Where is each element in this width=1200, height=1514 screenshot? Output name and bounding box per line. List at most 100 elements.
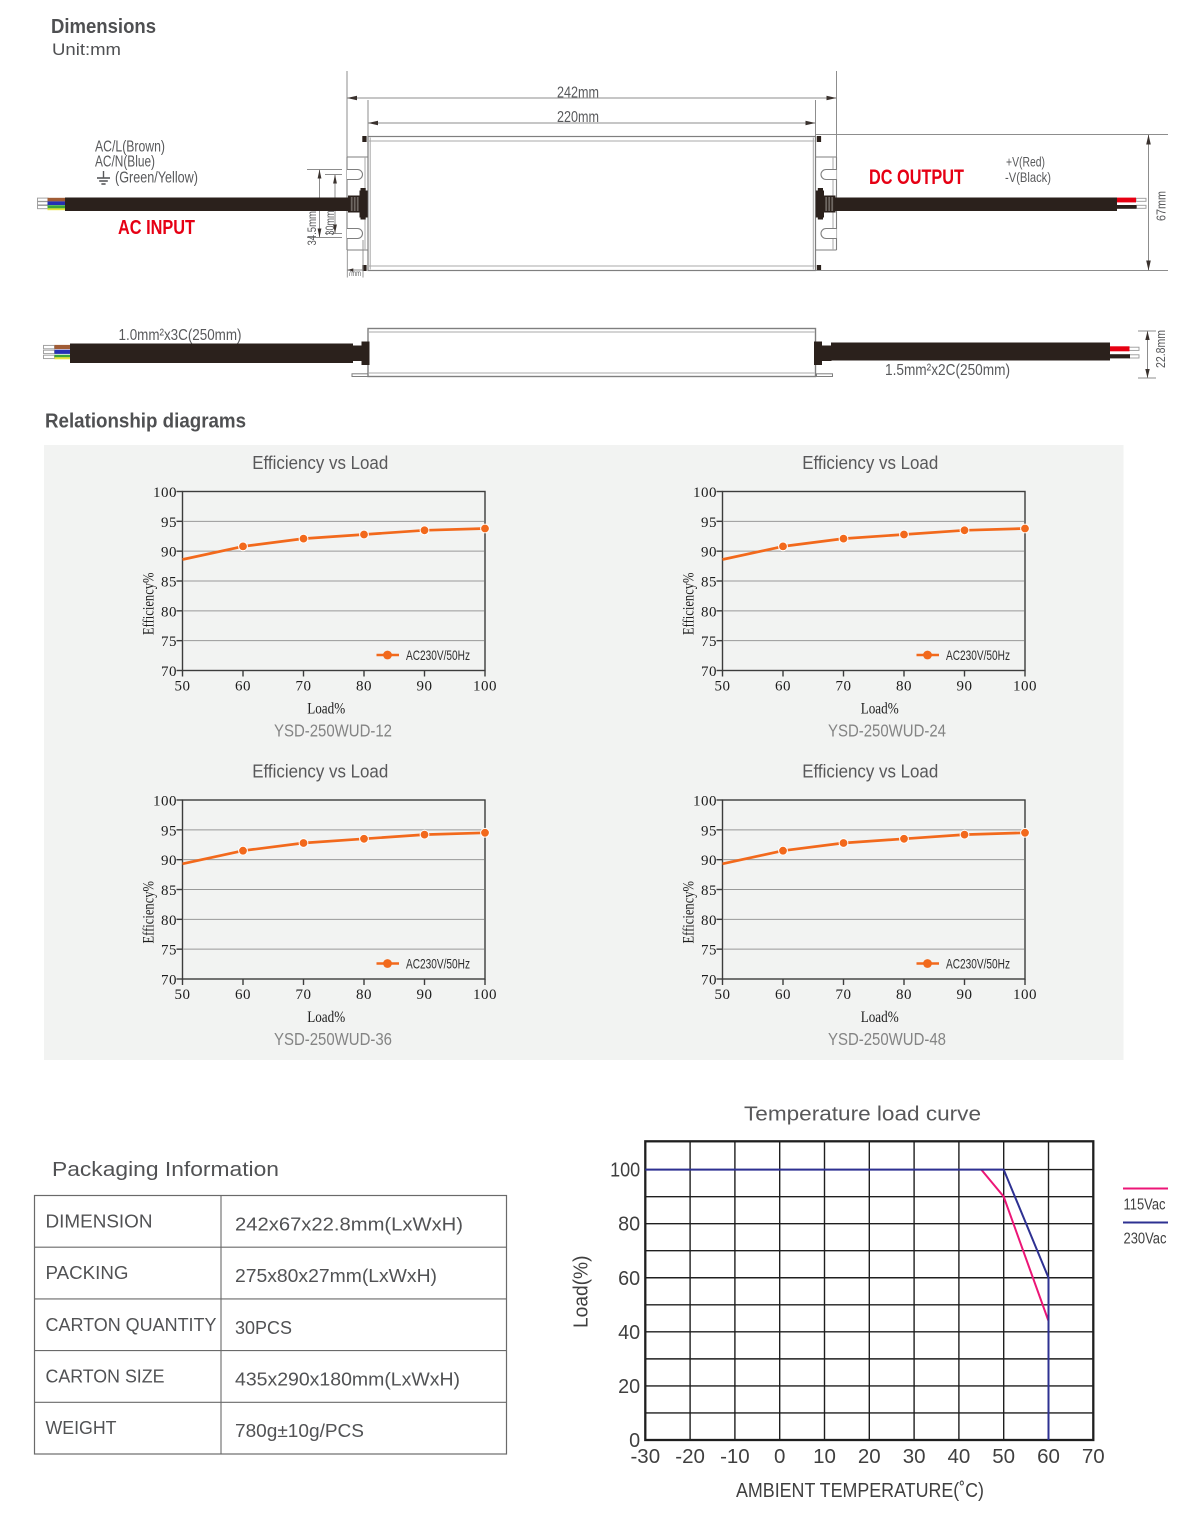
svg-text:100: 100 (1013, 987, 1037, 1003)
svg-text:220mm: 220mm (557, 109, 599, 126)
svg-text:Efficiency%: Efficiency% (141, 572, 158, 635)
svg-text:85: 85 (701, 883, 717, 899)
svg-text:(Green/Yellow): (Green/Yellow) (115, 170, 198, 187)
svg-text:90: 90 (417, 987, 433, 1003)
svg-text:-10: -10 (720, 1445, 750, 1468)
svg-text:80: 80 (701, 604, 717, 620)
svg-text:30: 30 (903, 1445, 926, 1468)
svg-text:100: 100 (153, 485, 177, 501)
svg-text:Dimensions: Dimensions (51, 16, 156, 38)
svg-text:80: 80 (618, 1213, 640, 1236)
svg-text:7mm: 7mm (348, 268, 361, 278)
svg-text:242x67x22.8mm(LxWxH): 242x67x22.8mm(LxWxH) (235, 1214, 463, 1234)
svg-text:DC OUTPUT: DC OUTPUT (869, 166, 964, 189)
svg-text:100: 100 (610, 1159, 640, 1182)
svg-text:Load%: Load% (307, 701, 345, 718)
svg-text:Efficiency vs Load: Efficiency vs Load (252, 762, 388, 782)
svg-text:80: 80 (356, 987, 372, 1003)
svg-text:AC230V/50Hz: AC230V/50Hz (946, 956, 1010, 972)
svg-text:100: 100 (693, 485, 717, 501)
svg-text:Efficiency%: Efficiency% (141, 881, 158, 944)
svg-text:60: 60 (235, 679, 251, 695)
svg-text:90: 90 (161, 545, 177, 561)
svg-text:AC230V/50Hz: AC230V/50Hz (946, 647, 1010, 663)
svg-text:85: 85 (161, 575, 177, 591)
svg-text:90: 90 (417, 679, 433, 695)
svg-text:YSD-250WUD-24: YSD-250WUD-24 (828, 721, 946, 741)
svg-text:70: 70 (296, 679, 312, 695)
svg-text:80: 80 (896, 987, 912, 1003)
svg-text:70: 70 (701, 973, 717, 989)
svg-text:DIMENSION: DIMENSION (46, 1211, 153, 1231)
svg-text:1.0mm²x3C(250mm): 1.0mm²x3C(250mm) (119, 327, 242, 344)
svg-text:275x80x27mm(LxWxH): 275x80x27mm(LxWxH) (235, 1266, 437, 1286)
svg-text:85: 85 (161, 883, 177, 899)
svg-text:YSD-250WUD-48: YSD-250WUD-48 (828, 1029, 946, 1049)
svg-text:75: 75 (701, 943, 717, 959)
svg-text:40: 40 (618, 1321, 640, 1344)
svg-text:20: 20 (618, 1375, 640, 1398)
svg-text:90: 90 (701, 545, 717, 561)
svg-text:80: 80 (356, 679, 372, 695)
svg-text:1.5mm²x2C(250mm): 1.5mm²x2C(250mm) (885, 362, 1010, 379)
svg-text:-30: -30 (630, 1445, 660, 1468)
svg-text:AC/N(Blue): AC/N(Blue) (95, 154, 155, 171)
svg-text:60: 60 (775, 987, 791, 1003)
svg-text:WEIGHT: WEIGHT (46, 1418, 117, 1438)
svg-text:CARTON SIZE: CARTON SIZE (46, 1366, 165, 1386)
svg-text:Efficiency vs Load: Efficiency vs Load (802, 453, 938, 473)
svg-text:Load(%): Load(%) (570, 1256, 593, 1329)
svg-text:230Vac: 230Vac (1124, 1231, 1167, 1248)
svg-text:10: 10 (813, 1445, 836, 1468)
svg-text:50: 50 (992, 1445, 1015, 1468)
svg-text:70: 70 (701, 664, 717, 680)
svg-text:CARTON QUANTITY: CARTON QUANTITY (46, 1315, 217, 1335)
svg-text:Packaging Information: Packaging Information (52, 1158, 279, 1181)
svg-text:AC230V/50Hz: AC230V/50Hz (406, 647, 470, 663)
svg-text:70: 70 (836, 987, 852, 1003)
svg-text:0: 0 (774, 1445, 785, 1468)
svg-text:50: 50 (715, 987, 731, 1003)
svg-text:90: 90 (957, 679, 973, 695)
svg-text:115Vac: 115Vac (1124, 1197, 1166, 1214)
svg-text:90: 90 (701, 853, 717, 869)
svg-text:YSD-250WUD-36: YSD-250WUD-36 (274, 1029, 392, 1049)
svg-text:70: 70 (1082, 1445, 1105, 1468)
svg-text:70: 70 (296, 987, 312, 1003)
svg-text:100: 100 (473, 679, 497, 695)
svg-text:100: 100 (153, 794, 177, 810)
svg-text:AMBIENT TEMPERATURE(˚C): AMBIENT TEMPERATURE(˚C) (736, 1479, 984, 1502)
svg-text:70: 70 (161, 973, 177, 989)
svg-text:Unit:mm: Unit:mm (52, 40, 121, 59)
svg-text:0: 0 (629, 1429, 640, 1452)
svg-text:-V(Black): -V(Black) (1005, 169, 1051, 185)
svg-text:Efficiency%: Efficiency% (681, 881, 698, 944)
svg-text:70: 70 (161, 664, 177, 680)
svg-text:95: 95 (701, 823, 717, 839)
svg-text:50: 50 (175, 987, 191, 1003)
svg-text:242mm: 242mm (557, 85, 599, 102)
svg-text:Efficiency vs Load: Efficiency vs Load (802, 762, 938, 782)
svg-text:Load%: Load% (861, 1009, 899, 1026)
svg-text:80: 80 (701, 913, 717, 929)
svg-text:80: 80 (161, 604, 177, 620)
svg-text:PACKING: PACKING (46, 1263, 129, 1283)
svg-text:Load%: Load% (307, 1009, 345, 1026)
svg-text:AC INPUT: AC INPUT (118, 217, 195, 239)
svg-text:60: 60 (618, 1267, 640, 1290)
svg-text:100: 100 (1013, 679, 1037, 695)
svg-text:Efficiency vs Load: Efficiency vs Load (252, 453, 388, 473)
svg-text:Temperature load curve: Temperature load curve (744, 1104, 981, 1126)
svg-text:70: 70 (836, 679, 852, 695)
svg-text:YSD-250WUD-12: YSD-250WUD-12 (274, 721, 392, 741)
svg-text:50: 50 (715, 679, 731, 695)
svg-text:80: 80 (896, 679, 912, 695)
svg-text:30PCS: 30PCS (235, 1318, 292, 1338)
svg-text:50: 50 (175, 679, 191, 695)
svg-text:+V(Red): +V(Red) (1006, 154, 1045, 170)
svg-text:AC/L(Brown): AC/L(Brown) (95, 139, 165, 156)
svg-text:34.5mm: 34.5mm (307, 211, 319, 246)
svg-text:40: 40 (947, 1445, 970, 1468)
svg-text:100: 100 (473, 987, 497, 1003)
svg-text:AC230V/50Hz: AC230V/50Hz (406, 956, 470, 972)
